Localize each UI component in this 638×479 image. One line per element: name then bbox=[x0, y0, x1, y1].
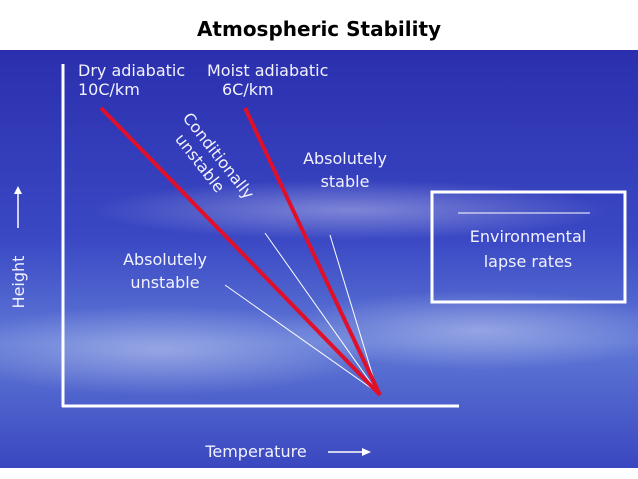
cloud bbox=[280, 290, 638, 370]
region-label: Absolutely bbox=[303, 149, 387, 168]
lapse-line bbox=[224, 284, 379, 394]
x-axis-label: Temperature bbox=[204, 442, 306, 461]
cloud bbox=[90, 180, 610, 240]
moist-label: Moist adiabatic bbox=[207, 61, 328, 80]
arrow-head bbox=[14, 186, 22, 194]
region-label: Absolutely bbox=[123, 250, 207, 269]
dry-label: Dry adiabatic bbox=[78, 61, 185, 80]
arrow-head bbox=[362, 448, 371, 456]
lapse-line bbox=[329, 234, 379, 394]
background bbox=[0, 50, 638, 468]
moist-adiabat bbox=[243, 107, 382, 396]
lapse-line bbox=[264, 232, 379, 394]
legend-text: Environmental bbox=[470, 227, 586, 246]
y-axis-label: Height bbox=[9, 256, 28, 309]
dry-label: 10C/km bbox=[78, 80, 140, 99]
legend-box bbox=[430, 190, 627, 304]
dry-adiabat bbox=[99, 106, 382, 397]
slide-title: Atmospheric Stability bbox=[197, 17, 441, 41]
region-label: stable bbox=[321, 172, 370, 191]
region-label: unstable bbox=[130, 273, 199, 292]
moist-label: 6C/km bbox=[222, 80, 274, 99]
legend-text: lapse rates bbox=[484, 252, 573, 271]
